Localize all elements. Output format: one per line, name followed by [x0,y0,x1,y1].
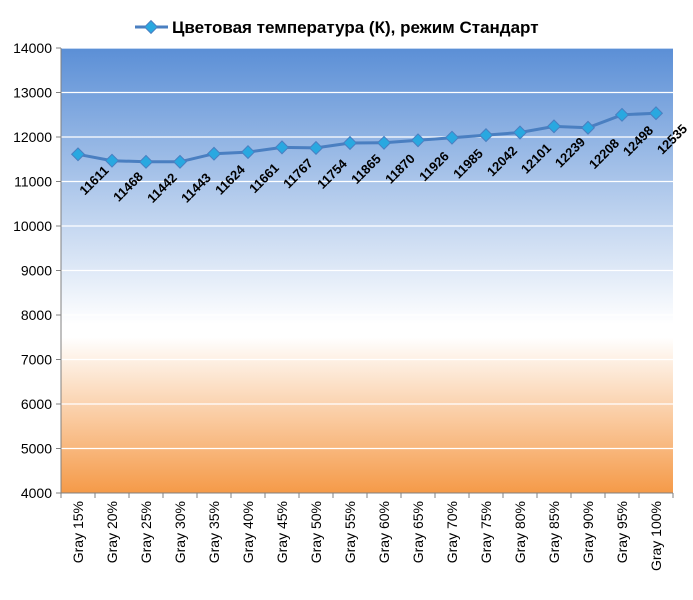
y-tick-label: 10000 [13,218,52,234]
data-point [70,147,86,162]
x-tick-label: Gray 30% [172,501,188,563]
x-tick-label: Gray 15% [70,501,86,563]
y-tick-label: 6000 [21,396,52,412]
legend-label: Цветовая температура (К), режим Стандарт [172,18,539,37]
data-point [648,106,664,121]
data-point [478,128,494,143]
x-tick-label: Gray 40% [240,501,256,563]
x-tick-label: Gray 70% [444,501,460,563]
y-tick-label: 8000 [21,307,52,323]
data-point [240,145,256,160]
legend: Цветовая температура (К), режим Стандарт [135,18,539,37]
x-axis-ticks: Gray 15% Gray 20% Gray 25% Gray 30% Gray 35%… [60,493,674,571]
x-tick-label: Gray 35% [206,501,222,563]
y-tick-label: 9000 [21,263,52,279]
x-tick-label: Gray 80% [512,501,528,563]
gridlines [61,47,673,450]
x-tick-label: Gray 90% [580,501,596,563]
x-tick-label: Gray 45% [274,501,290,563]
y-tick-label: 7000 [21,352,52,368]
x-tick-label: Gray 20% [104,501,120,563]
x-tick-label: Gray 100% [648,501,664,571]
data-point [104,153,120,168]
data-point [376,135,392,150]
y-tick-label: 12000 [13,129,52,145]
data-point [410,133,426,148]
y-tick-label: 5000 [21,441,52,457]
x-tick-label: Gray 50% [308,501,324,563]
y-tick-label: 4000 [21,485,52,501]
data-point [206,146,222,161]
series-markers [70,106,664,169]
x-tick-label: Gray 65% [410,501,426,563]
data-point [444,130,460,145]
x-tick-label: Gray 55% [342,501,358,563]
x-tick-label: Gray 60% [376,501,392,563]
x-tick-label: Gray 25% [138,501,154,563]
x-tick-label: Gray 95% [614,501,630,563]
data-point [512,125,528,140]
data-point [342,135,358,151]
y-tick-label: 13000 [13,85,52,101]
y-tick-label: 11000 [14,174,52,190]
legend-marker [143,19,159,35]
data-point [172,154,188,169]
data-point [580,120,596,135]
data-point [138,154,154,169]
data-point [614,107,630,122]
data-point [308,140,324,156]
x-tick-label: Gray 85% [546,501,562,563]
y-tick-label: 14000 [13,40,52,56]
x-tick-label: Gray 75% [478,501,494,563]
data-point [274,140,290,155]
y-axis-ticks: 4000 5000 6000 7000 8000 9000 10000 11000 12000 1… [13,40,61,501]
data-point [546,119,562,134]
